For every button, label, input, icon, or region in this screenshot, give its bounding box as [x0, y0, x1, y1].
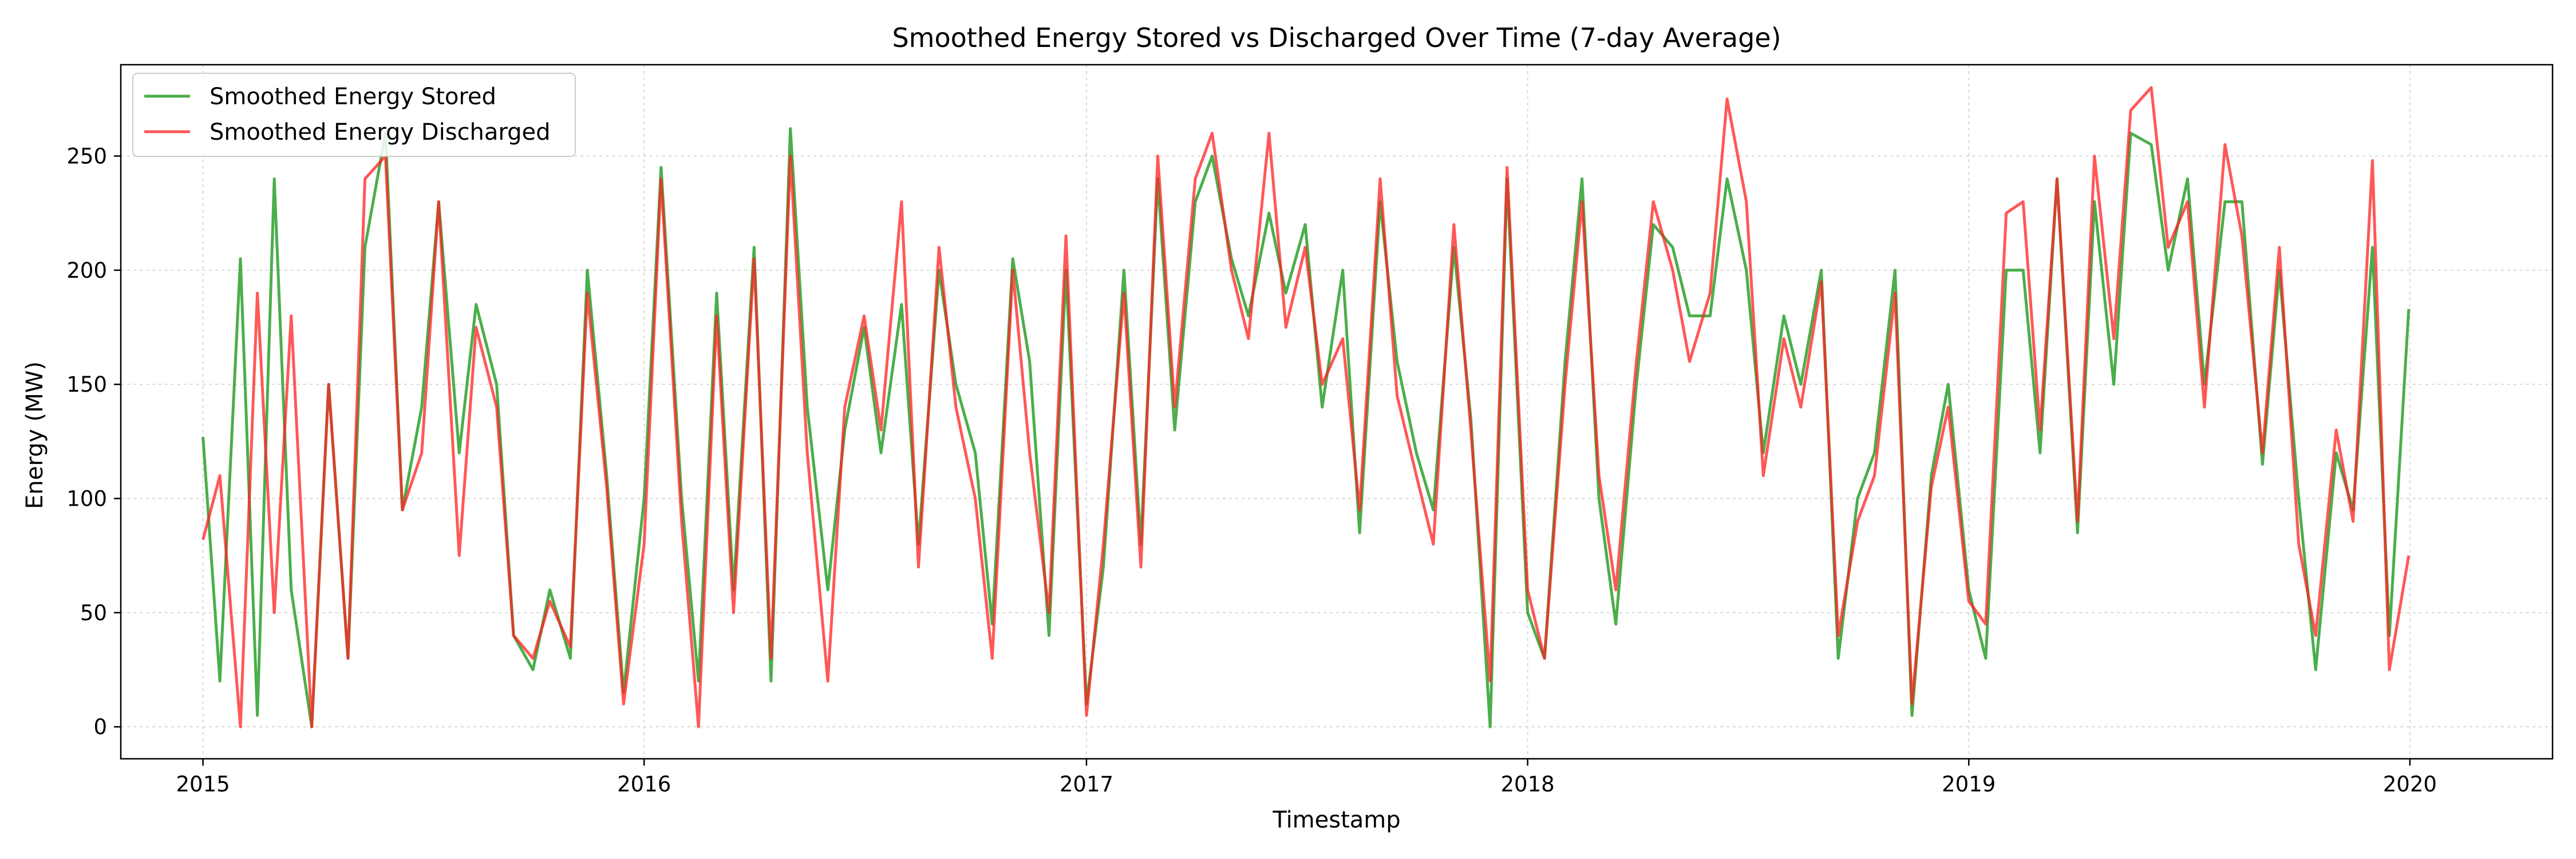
- plot-frame: [120, 64, 2554, 760]
- axis-ticks: 2015 2016 2017 2018 2019 2020 0 50 100 150 200 250: [66, 144, 2437, 797]
- series-line-discharged: [202, 86, 2411, 728]
- y-tick-label: 150: [66, 372, 107, 397]
- y-tick-label: 250: [66, 144, 107, 168]
- chart-title: Smoothed Energy Stored vs Discharged Ove…: [892, 22, 1781, 53]
- x-tick-label: 2020: [2383, 772, 2437, 797]
- y-axis-label: Energy (MW): [22, 361, 48, 509]
- y-tick-label: 200: [66, 258, 107, 283]
- x-tick-label: 2016: [617, 772, 671, 797]
- x-tick-label: 2015: [176, 772, 230, 797]
- y-tick-label: 100: [66, 487, 107, 511]
- grid: [121, 65, 2553, 759]
- legend-box: [132, 73, 576, 157]
- legend-label-discharged: Smoothed Energy Discharged: [210, 119, 551, 145]
- series-line-stored: [202, 127, 2411, 728]
- x-axis-label: Timestamp: [1272, 807, 1400, 833]
- x-tick-label: 2018: [1501, 772, 1555, 797]
- y-tick-label: 50: [80, 601, 107, 625]
- legend-label-stored: Smoothed Energy Stored: [210, 84, 496, 110]
- legend: Smoothed Energy Stored Smoothed Energy D…: [132, 73, 576, 157]
- x-tick-label: 2017: [1060, 772, 1113, 797]
- x-tick-label: 2019: [1942, 772, 1996, 797]
- plot-series: [202, 86, 2411, 728]
- y-tick-label: 0: [93, 715, 107, 739]
